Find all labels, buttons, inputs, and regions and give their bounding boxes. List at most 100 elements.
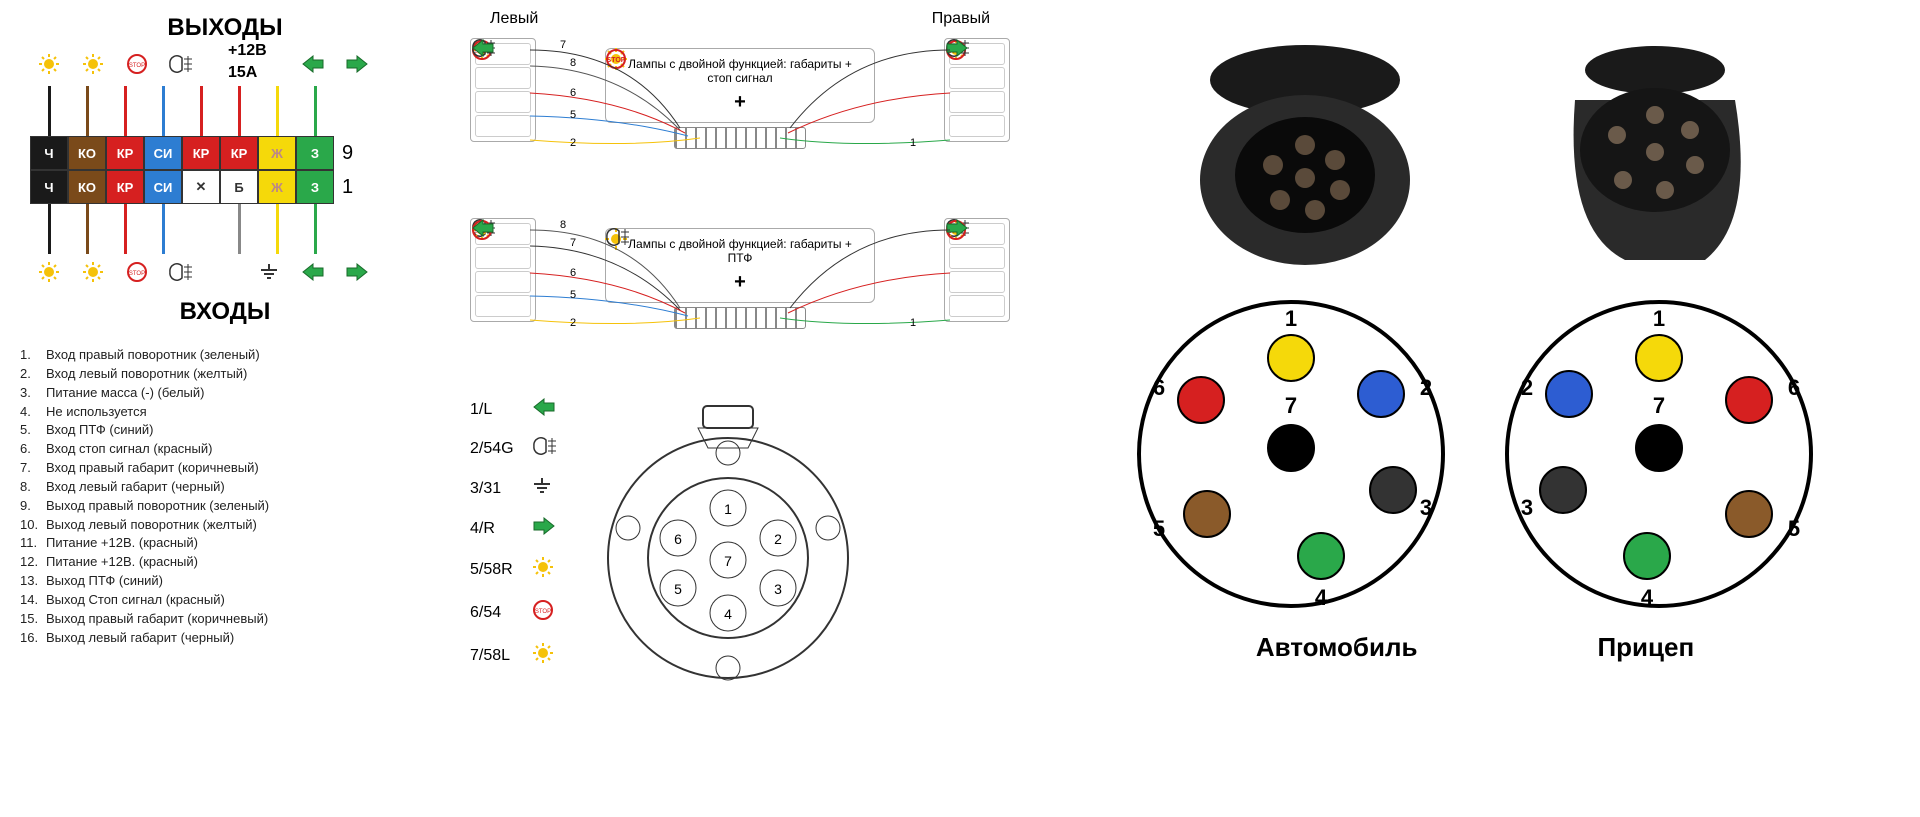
sun-icon (532, 556, 554, 583)
fog-icon (162, 263, 200, 286)
pin-6 (1725, 376, 1773, 424)
legend-item: 7.Вход правый габарит (коричневый) (20, 459, 440, 478)
title-outputs: ВЫХОДЫ (10, 14, 440, 42)
right-side-label: Правый (932, 10, 990, 28)
pin-3 (1369, 466, 1417, 514)
panel-wiring-module: ВЫХОДЫ +12B 15A STOP ЧКОКРСИКРКРЖЗ 9 ЧКО… (10, 10, 440, 807)
pin-number-5: 5 (1788, 516, 1800, 542)
pin-number-4: 4 (1641, 585, 1653, 611)
pin-number-7: 7 (1653, 393, 1665, 419)
trailer-label: Прицеп (1597, 632, 1694, 663)
car-label: Автомобиль (1256, 632, 1418, 663)
pin-row-2/54G: 2/54G (470, 437, 558, 460)
legend-item: 5.Вход ПТФ (синий) (20, 421, 440, 440)
pin-5 (1725, 490, 1773, 538)
panel-lamp-wiring: Левый Правый STOP Лампы с двойной функци… (470, 10, 1010, 807)
svg-text:8: 8 (570, 57, 576, 69)
wires-svg-2: 8 7 6 5 2 1 (470, 218, 1010, 368)
car-pin-diagram: 1234567 (1137, 300, 1445, 608)
svg-text:6: 6 (570, 87, 576, 99)
pin-number-3: 3 (1521, 495, 1533, 521)
pin-legend-section: 1/L2/54G3/314/R5/58R6/54STOP7/58L 1 2 3 … (470, 398, 1010, 698)
pin-number-2: 2 (1521, 375, 1533, 401)
wires-top (30, 86, 440, 136)
terminal-✕: ✕ (182, 170, 220, 204)
wires-svg-1: 7 8 6 5 2 1 (470, 38, 1010, 188)
terminal-КР: КР (106, 170, 144, 204)
arrow-r-icon (532, 517, 556, 540)
pin-row-1/L: 1/L (470, 398, 558, 421)
svg-text:5: 5 (570, 289, 576, 301)
terminal-Ч: Ч (30, 136, 68, 170)
svg-text:2: 2 (774, 531, 782, 547)
pin-number-2: 2 (1420, 375, 1432, 401)
fog-icon (162, 55, 200, 78)
pin-number-1: 1 (1285, 306, 1297, 332)
svg-text:7: 7 (570, 237, 576, 249)
sun-icon (30, 261, 68, 288)
sun-icon (30, 53, 68, 80)
svg-text:7: 7 (560, 39, 566, 51)
terminal-З: З (296, 170, 334, 204)
terminal-Ч: Ч (30, 170, 68, 204)
legend-item: 4.Не используется (20, 403, 440, 422)
connector-face-diagram: 1 2 3 4 5 6 7 (578, 398, 878, 698)
pin-1 (1635, 334, 1683, 382)
legend-item: 1.Вход правый поворотник (зеленый) (20, 346, 440, 365)
svg-text:6: 6 (570, 267, 576, 279)
legend-item: 6.Вход стоп сигнал (красный) (20, 440, 440, 459)
svg-text:STOP: STOP (129, 63, 145, 69)
legend-item: 10.Выход левый поворотник (желтый) (20, 516, 440, 535)
terminal-З: З (296, 136, 334, 170)
legend-item: 16.Выход левый габарит (черный) (20, 629, 440, 648)
pin-number-7: 7 (1285, 393, 1297, 419)
legend-item: 13.Выход ПТФ (синий) (20, 572, 440, 591)
arrow-l-icon (532, 398, 556, 421)
svg-text:1: 1 (910, 137, 916, 149)
pin-3 (1539, 466, 1587, 514)
pin-number-6: 6 (1788, 375, 1800, 401)
left-side-label: Левый (490, 10, 538, 28)
pin-number-5: 5 (1153, 516, 1165, 542)
socket-photo (1165, 30, 1445, 270)
legend-item: 8.Вход левый габарит (черный) (20, 478, 440, 497)
svg-text:2: 2 (570, 317, 576, 329)
legend-item: 11.Питание +12В. (красный) (20, 534, 440, 553)
svg-text:5: 5 (674, 581, 682, 597)
svg-text:1: 1 (724, 501, 732, 517)
fuse-voltage-label: +12B (228, 42, 267, 60)
sun-icon (74, 261, 112, 288)
terminal-Б: Б (220, 170, 258, 204)
pin-number-4: 4 (1315, 585, 1327, 611)
svg-text:3: 3 (774, 581, 782, 597)
arrow-l-icon (294, 55, 332, 78)
legend-item: 12.Питание +12В. (красный) (20, 553, 440, 572)
terminal-КО: КО (68, 170, 106, 204)
row-num-bottom: 1 (342, 170, 353, 204)
block-row-top: ЧКОКРСИКРКРЖЗ (30, 136, 334, 170)
svg-text:STOP: STOP (129, 271, 145, 277)
legend-item: 15.Выход правый габарит (коричневый) (20, 610, 440, 629)
legend-item: 14.Выход Стоп сигнал (красный) (20, 591, 440, 610)
stop-icon: STOP (118, 53, 156, 80)
ground-icon (532, 476, 552, 501)
pin-2 (1357, 370, 1405, 418)
pin-row-4/R: 4/R (470, 517, 558, 540)
pin-2 (1545, 370, 1593, 418)
wiring-diagram-1: STOP Лампы с двойной функцией: габариты … (470, 38, 1010, 188)
svg-text:6: 6 (674, 531, 682, 547)
legend-item: 9.Выход правый поворотник (зеленый) (20, 497, 440, 516)
pin-number-6: 6 (1153, 375, 1165, 401)
terminal-СИ: СИ (144, 170, 182, 204)
title-inputs: ВХОДЫ (10, 298, 440, 326)
svg-text:4: 4 (724, 606, 732, 622)
pin-1 (1267, 334, 1315, 382)
pin-6 (1177, 376, 1225, 424)
arrow-r-icon (338, 263, 376, 286)
pin-row-3/31: 3/31 (470, 476, 558, 501)
svg-text:2: 2 (570, 137, 576, 149)
pin-5 (1183, 490, 1231, 538)
svg-text:8: 8 (560, 219, 566, 231)
trailer-pin-diagram: 1234567 (1505, 300, 1813, 608)
svg-text:1: 1 (910, 317, 916, 329)
